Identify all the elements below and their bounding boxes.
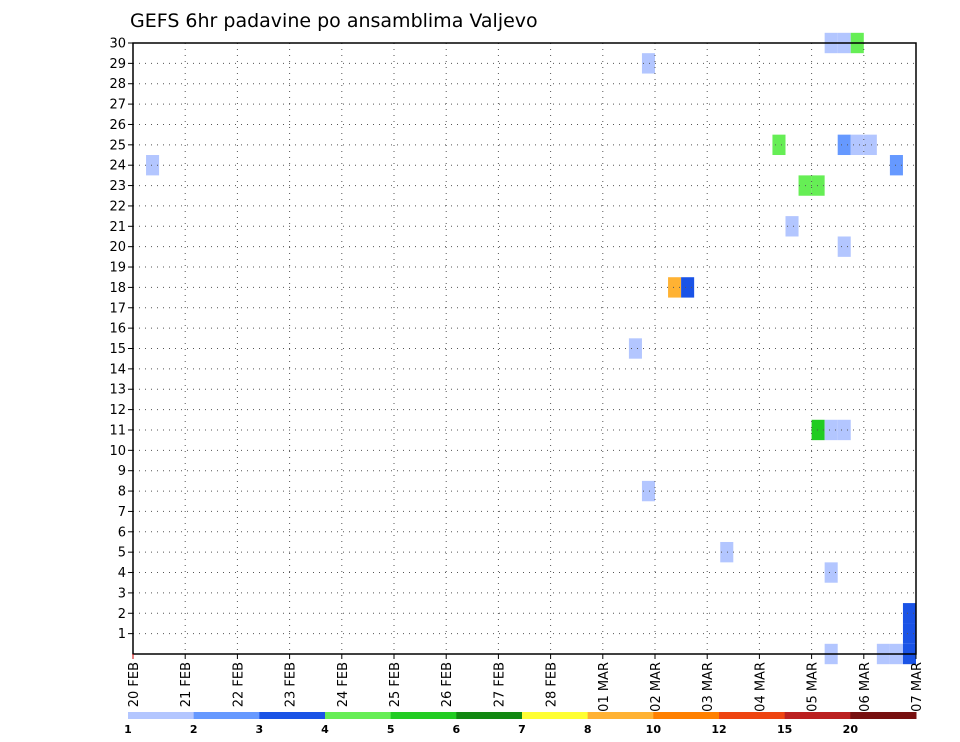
x-tick-label: 24 FEB	[336, 662, 351, 707]
y-tick-label: 10	[109, 444, 126, 459]
colorbar-segment-1	[193, 712, 260, 719]
x-tick-label: 03 MAR	[701, 662, 716, 712]
colorbar-segment-3	[325, 712, 392, 719]
y-tick-label: 22	[109, 199, 126, 214]
x-tick-label: 21 FEB	[179, 662, 194, 707]
colorbar-segment-6	[522, 712, 589, 719]
colorbar-segment-8	[653, 712, 720, 719]
colorbar-segment-5	[456, 712, 523, 719]
colorbar-label: 1	[124, 723, 132, 736]
colorbar-label: 8	[584, 723, 592, 736]
colorbar-segment-10	[784, 712, 851, 719]
cell-5	[681, 277, 695, 298]
colorbar-segment-4	[390, 712, 457, 719]
colorbar-segment-9	[719, 712, 786, 719]
y-tick-label: 3	[118, 586, 126, 601]
x-tick-label: 02 MAR	[649, 662, 664, 712]
cell-4	[668, 277, 682, 298]
x-tick-label: 23 FEB	[284, 662, 299, 707]
y-tick-label: 27	[109, 98, 126, 113]
cell-13	[837, 419, 851, 441]
x-tick-label: 04 MAR	[753, 662, 768, 712]
colorbar-segment-11	[850, 712, 917, 719]
cell-12	[824, 419, 838, 441]
cell-27	[902, 623, 916, 644]
cell-10	[811, 175, 825, 196]
x-tick-label: 05 MAR	[806, 662, 821, 712]
grid-layer	[133, 43, 916, 654]
colorbar-label: 10	[646, 723, 662, 736]
cell-11	[811, 419, 825, 441]
y-tick-label: 9	[118, 464, 126, 479]
x-tick-label: 01 MAR	[597, 662, 612, 712]
cell-6	[720, 541, 734, 563]
colorbar-label: 15	[777, 723, 792, 736]
y-tick-label: 20	[109, 240, 126, 255]
cells-layer	[146, 32, 916, 665]
colorbar: 1 2 3 4 5 6 7 8 10 12 15 20	[124, 712, 917, 736]
cell-17	[824, 562, 838, 583]
y-tick-label: 17	[109, 301, 126, 316]
cell-26	[902, 603, 916, 624]
cell-1	[628, 338, 642, 359]
x-tick-label: 20 FEB	[127, 662, 142, 707]
cell-19	[837, 134, 851, 156]
y-tick-label: 12	[109, 403, 126, 418]
cell-3	[641, 480, 655, 502]
x-tick-label: 22 FEB	[231, 662, 246, 707]
cell-8	[785, 216, 799, 237]
colorbar-label: 7	[518, 723, 526, 736]
x-tick-label: 28 FEB	[545, 662, 560, 707]
y-tick-label: 30	[109, 37, 126, 52]
colorbar-segment-2	[259, 712, 326, 719]
colorbar-label: 6	[453, 723, 461, 736]
y-tick-label: 23	[109, 179, 126, 194]
x-tick-label: 27 FEB	[492, 662, 507, 707]
y-tick-label: 6	[118, 525, 126, 540]
y-tick-label: 25	[109, 138, 126, 153]
cell-21	[863, 134, 877, 156]
y-tick-label: 2	[118, 607, 126, 622]
y-tick-label: 8	[118, 485, 126, 500]
cell-25	[889, 155, 903, 176]
y-tick-label: 28	[109, 77, 126, 92]
y-tick-label: 26	[109, 118, 126, 133]
plot-frame	[132, 42, 917, 655]
y-tick-label: 14	[109, 362, 126, 377]
cell-7	[772, 134, 786, 156]
y-tick-label: 7	[118, 505, 126, 520]
colorbar-label: 5	[387, 723, 395, 736]
cell-2	[641, 53, 655, 74]
colorbar-segment-0	[128, 712, 195, 719]
colorbar-label: 2	[190, 723, 198, 736]
x-axis: 20 FEB 21 FEB 22 FEB 23 FEB 24 FEB 25 FEB 26 F…	[127, 654, 925, 712]
cell-22	[837, 236, 851, 257]
colorbar-label: 20	[843, 723, 859, 736]
cell-20	[850, 134, 864, 156]
y-tick-label: 4	[118, 566, 126, 581]
y-tick-label: 1	[118, 627, 126, 642]
y-tick-label: 29	[109, 57, 126, 72]
x-tick-label: 25 FEB	[388, 662, 403, 707]
y-axis: 1234567891011121314151617181920212223242…	[109, 37, 133, 642]
y-tick-label: 13	[109, 383, 126, 398]
chart-title: GEFS 6hr padavine po ansamblima Valjevo	[130, 10, 538, 32]
y-tick-label: 16	[109, 322, 126, 337]
y-tick-label: 5	[118, 546, 126, 561]
colorbar-label: 12	[711, 723, 726, 736]
y-tick-label: 18	[109, 281, 126, 296]
cell-0	[146, 155, 160, 176]
x-tick-label: 07 MAR	[910, 662, 925, 712]
x-tick-label: 26 FEB	[440, 662, 455, 707]
y-tick-label: 21	[109, 220, 126, 235]
x-tick-label: 06 MAR	[858, 662, 873, 712]
colorbar-segment-7	[587, 712, 654, 719]
y-tick-label: 24	[109, 159, 126, 174]
y-tick-label: 11	[109, 423, 126, 438]
y-tick-label: 15	[109, 342, 126, 357]
colorbar-label: 4	[321, 723, 329, 736]
y-tick-label: 19	[109, 261, 126, 276]
colorbar-label: 3	[256, 723, 264, 736]
